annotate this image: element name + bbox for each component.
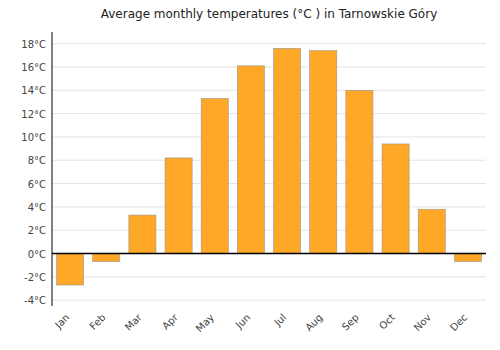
x-tick-label: Apr [160, 311, 181, 332]
y-tick-label: -4°C [24, 295, 46, 306]
bar [165, 158, 192, 254]
y-tick-label: 18°C [21, 39, 46, 50]
x-tick-label: Jul [271, 312, 288, 329]
y-tick-label: 0°C [28, 249, 46, 260]
bar [274, 48, 301, 253]
x-tick-label: Feb [87, 312, 107, 332]
x-tick-label: Mar [123, 311, 145, 333]
bars [57, 48, 482, 285]
x-tick-label: Oct [377, 312, 397, 332]
zero-line [52, 253, 486, 255]
chart: Average monthly temperatures (°C ) in Ta… [0, 0, 500, 350]
grid-line [52, 160, 486, 161]
bar [57, 254, 84, 285]
grid-line [52, 113, 486, 114]
y-tick-label: 16°C [21, 62, 46, 73]
bar [346, 90, 373, 253]
grid-line [52, 206, 486, 207]
bar [454, 254, 481, 262]
grid-line [52, 66, 486, 67]
y-tick-label: 2°C [28, 225, 46, 236]
grid-line [52, 43, 486, 44]
title: Average monthly temperatures (°C ) in Ta… [101, 7, 438, 21]
y-tick-label: 4°C [28, 202, 46, 213]
y-tick-label: 10°C [21, 132, 46, 143]
y-tick-label: 8°C [28, 155, 46, 166]
y-tick-label: -2°C [24, 272, 46, 283]
x-tick-label: Jan [52, 312, 71, 331]
bar [418, 209, 445, 253]
x-tick-label: Dec [448, 312, 469, 333]
grid [52, 44, 486, 301]
y-axis-line [52, 32, 53, 306]
grid-line [52, 183, 486, 184]
grid-line [52, 253, 486, 254]
bar [201, 98, 228, 253]
bar [129, 215, 156, 253]
grid-line [52, 276, 486, 277]
x-tick-label: May [194, 312, 216, 334]
x-tick-label: Sep [340, 312, 361, 333]
y-tick-label: 12°C [21, 109, 46, 120]
x-tick-label: Nov [412, 312, 434, 334]
bar [237, 66, 264, 254]
bar [310, 51, 337, 254]
y-tick-label: 6°C [28, 179, 46, 190]
bar [382, 144, 409, 254]
page: {"chart_data": {"type": "bar", "title": … [0, 0, 500, 350]
grid-line [52, 136, 486, 137]
grid-line [52, 300, 486, 301]
x-tick-label: Jun [233, 312, 253, 332]
x-tick-label: Aug [303, 312, 325, 334]
y-tick-label: 14°C [21, 85, 46, 96]
grid-line [52, 90, 486, 91]
bar [93, 254, 120, 262]
